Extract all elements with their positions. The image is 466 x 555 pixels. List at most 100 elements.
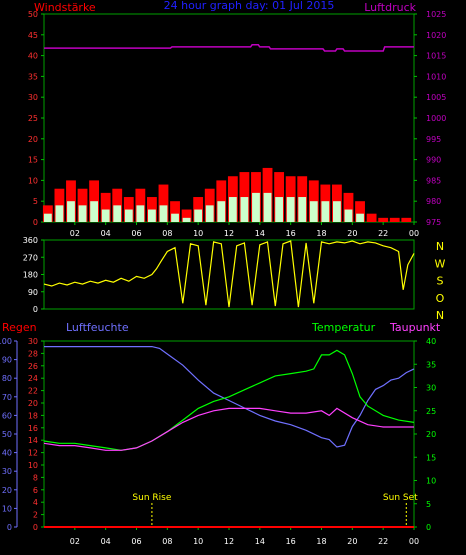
compass-label: N	[436, 309, 444, 322]
wind-x-tick-label: 06	[131, 229, 141, 238]
wind-avg-bar	[67, 201, 75, 222]
direction-panel-grid	[41, 239, 44, 310]
wind-x-tick-label: 22	[378, 229, 388, 238]
wind-avg-bar	[263, 192, 272, 222]
rain-tick-label: 12	[28, 449, 38, 458]
climate-x-tick-label: 22	[378, 537, 388, 546]
pressure-tick-label: 1005	[426, 93, 446, 102]
rain-tick-label: 6	[33, 486, 38, 495]
wind-avg-bar	[275, 197, 284, 222]
wind-gust-bar	[366, 213, 377, 222]
compass-label: S	[437, 275, 444, 288]
sun-markers: Sun Rise Sun Set	[132, 493, 418, 527]
wind-tick-label: 5	[33, 197, 38, 206]
compass-label: W	[435, 257, 446, 270]
wind-x-tick-label: 04	[101, 229, 111, 238]
wind-avg-bar	[55, 205, 64, 222]
wind-x-tick-label: 18	[316, 229, 326, 238]
climate-x-tick-label: 16	[286, 537, 296, 546]
wind-tick-label: 10	[28, 176, 38, 185]
rain-tick-label: 26	[28, 362, 38, 371]
temperature-ticks: 0 5 10 15 20 25 30 35 40	[426, 337, 436, 532]
wind-gust-bar	[343, 192, 354, 222]
rain-tick-label: 14	[28, 436, 38, 445]
wind-gust-bar	[355, 201, 365, 222]
wind-x-tick-label: 20	[347, 229, 357, 238]
temperature-tick-label: 5	[426, 500, 431, 509]
rain-tick-label: 2	[33, 511, 38, 520]
wind-gust-bar	[378, 217, 389, 222]
direction-tick-label: 270	[23, 253, 38, 262]
temperature-tick-label: 10	[426, 477, 436, 486]
wind-axis-label: Windstärke	[34, 1, 96, 14]
pressure-tick-label: 975	[426, 218, 441, 227]
luftfeuchte-label: Luftfeuchte	[66, 321, 129, 334]
wind-tick-label: 20	[28, 135, 38, 144]
wind-avg-bar	[171, 213, 179, 222]
rain-tick-label: 18	[28, 411, 38, 420]
wind-bars	[42, 167, 412, 222]
climate-x-tick-label: 06	[131, 537, 141, 546]
wind-x-tick-label: 10	[193, 229, 203, 238]
wind-avg-bar	[136, 205, 145, 222]
direction-tick-label: 180	[23, 271, 38, 280]
wind-avg-bar	[240, 197, 249, 222]
wind-avg-bar	[309, 201, 318, 222]
climate-x-tick-label: 18	[316, 537, 326, 546]
wind-avg-bar	[286, 197, 295, 222]
wind-avg-bar	[228, 197, 237, 222]
wind-speed-ticks: 0 5 10 15 20 25 30 35 40 45 50	[28, 10, 38, 227]
wind-avg-bar	[356, 213, 364, 222]
chart-title: 24 hour graph day: 01 Jul 2015	[164, 0, 335, 12]
rain-tick-label: 24	[28, 374, 38, 383]
climate-x-tick-label: 12	[224, 537, 234, 546]
climate-panel: 0102030405060708090100 02468101214161820…	[0, 337, 436, 546]
humidity-tick-label: 30	[2, 467, 12, 476]
temperature-tick-label: 40	[426, 337, 436, 346]
rain-tick-label: 4	[33, 498, 38, 507]
wind-avg-bar	[252, 192, 260, 222]
rain-tick-label: 22	[28, 387, 38, 396]
pressure-tick-label: 1015	[426, 52, 446, 61]
wind-avg-bar	[148, 209, 156, 222]
rain-tick-label: 16	[28, 424, 38, 433]
wind-gust-bar	[158, 184, 169, 222]
humidity-tick-label: 20	[2, 486, 12, 495]
wind-time-ticks: 02 04 06 08 10 12 14 16 18 20 22 00	[70, 222, 419, 238]
pressure-tick-label: 1000	[426, 114, 446, 123]
compass-label: N	[436, 240, 444, 253]
wind-avg-bar	[194, 209, 203, 222]
wind-x-tick-label: 00	[409, 229, 419, 238]
climate-x-tick-label: 08	[162, 537, 172, 546]
wind-avg-bar	[113, 205, 122, 222]
wind-tick-label: 50	[28, 10, 38, 19]
rain-tick-label: 10	[28, 461, 38, 470]
wind-avg-bar	[101, 209, 110, 222]
wind-avg-bar	[344, 209, 353, 222]
humidity-tick-label: 100	[0, 337, 12, 346]
temperatur-label: Temperatur	[311, 321, 376, 334]
humidity-tick-label: 0	[7, 523, 12, 532]
temperature-tick-label: 15	[426, 453, 436, 462]
pressure-tick-label: 1025	[426, 10, 446, 19]
wind-avg-bar	[159, 205, 168, 222]
wind-gust-bar	[147, 197, 157, 222]
wind-avg-bar	[298, 197, 307, 222]
humidity-ticks: 0 10 20 30 40 50 60 70 80 90 100	[0, 337, 12, 532]
wind-x-tick-label: 08	[162, 229, 172, 238]
wind-tick-label: 30	[28, 93, 38, 102]
wind-tick-label: 35	[28, 72, 38, 81]
temperature-tick-label: 25	[426, 407, 436, 416]
pressure-axis-label: Luftdruck	[364, 1, 416, 14]
wind-tick-label: 40	[28, 52, 38, 61]
wind-avg-bar	[78, 205, 87, 222]
pressure-tick-label: 1020	[426, 31, 446, 40]
wind-avg-bar	[43, 213, 52, 222]
taupunkt-label: Taupunkt	[389, 321, 441, 334]
humidity-tick-label: 90	[2, 356, 12, 365]
humidity-tick-label: 80	[2, 374, 12, 383]
climate-x-tick-label: 10	[193, 537, 203, 546]
